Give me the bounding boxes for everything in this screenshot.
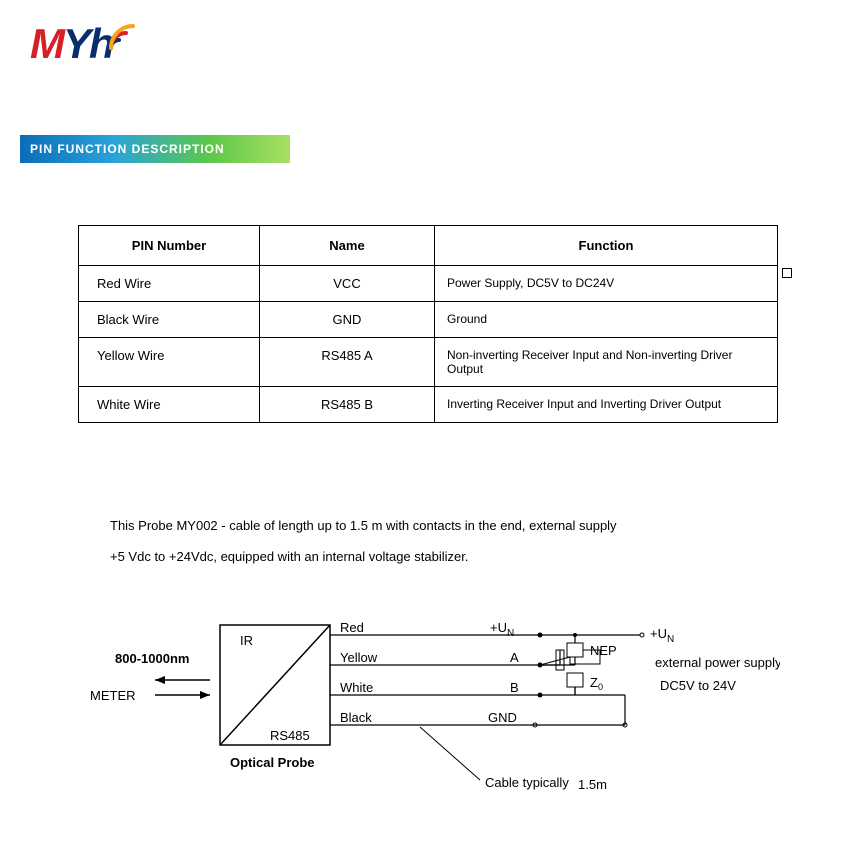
optical-probe-label: Optical Probe xyxy=(230,755,315,770)
un-out-label: +UN xyxy=(650,626,674,645)
table-row: White Wire RS485 B Inverting Receiver In… xyxy=(79,387,778,423)
logo-red-part: M xyxy=(30,20,63,67)
cell-function: Ground xyxy=(435,302,778,338)
rs485-label: RS485 xyxy=(270,728,310,743)
table-row: Red Wire VCC Power Supply, DC5V to DC24V xyxy=(79,266,778,302)
desc-line2: +5 Vdc to +24Vdc, equipped with an inter… xyxy=(110,549,468,564)
cell-name: RS485 B xyxy=(260,387,435,423)
description-text: This Probe MY002 - cable of length up to… xyxy=(110,510,750,572)
cell-pin: Black Wire xyxy=(79,302,260,338)
pin-function-table: PIN Number Name Function Red Wire VCC Po… xyxy=(78,225,778,423)
ir-label: IR xyxy=(240,633,253,648)
cell-name: VCC xyxy=(260,266,435,302)
col-name: Name xyxy=(260,226,435,266)
white-wire-label: White xyxy=(340,680,373,695)
col-function: Function xyxy=(435,226,778,266)
nep-label: NEP xyxy=(590,643,617,658)
cell-pin: Yellow Wire xyxy=(79,338,260,387)
cell-pin: Red Wire xyxy=(79,266,260,302)
cell-name: RS485 A xyxy=(260,338,435,387)
logo-blue-part: Yh xyxy=(63,20,113,67)
cell-function: Power Supply, DC5V to DC24V xyxy=(435,266,778,302)
table-row: Black Wire GND Ground xyxy=(79,302,778,338)
yellow-wire-label: Yellow xyxy=(340,650,378,665)
section-title: PIN FUNCTION DESCRIPTION xyxy=(20,135,290,163)
ext-supply-range: DC5V to 24V xyxy=(660,678,736,693)
cell-function: Non-inverting Receiver Input and Non-inv… xyxy=(435,338,778,387)
un-label: +UN xyxy=(490,620,514,639)
wifi-icon xyxy=(109,12,139,60)
red-wire-label: Red xyxy=(340,620,364,635)
table-row: Yellow Wire RS485 A Non-inverting Receiv… xyxy=(79,338,778,387)
ext-supply-label: external power supply xyxy=(655,655,780,670)
brand-logo: MYh xyxy=(30,20,143,68)
cable-length: 1.5m xyxy=(578,777,607,792)
col-pin-number: PIN Number xyxy=(79,226,260,266)
b-label: B xyxy=(510,680,519,695)
gnd-label: GND xyxy=(488,710,517,725)
meter-label: METER xyxy=(90,688,136,703)
desc-line1: This Probe MY002 - cable of length up to… xyxy=(110,518,617,533)
table-header-row: PIN Number Name Function xyxy=(79,226,778,266)
wavelength-label: 800-1000nm xyxy=(115,651,189,666)
cable-label: Cable typically xyxy=(485,775,569,790)
a-label: A xyxy=(510,650,519,665)
page-marker-icon xyxy=(782,268,792,278)
cell-pin: White Wire xyxy=(79,387,260,423)
z0-label: Z0 xyxy=(590,675,603,692)
wiring-diagram: METER 800-1000nm IR RS485 Optical Probe … xyxy=(80,595,780,815)
black-wire-label: Black xyxy=(340,710,372,725)
cell-name: GND xyxy=(260,302,435,338)
cell-function: Inverting Receiver Input and Inverting D… xyxy=(435,387,778,423)
